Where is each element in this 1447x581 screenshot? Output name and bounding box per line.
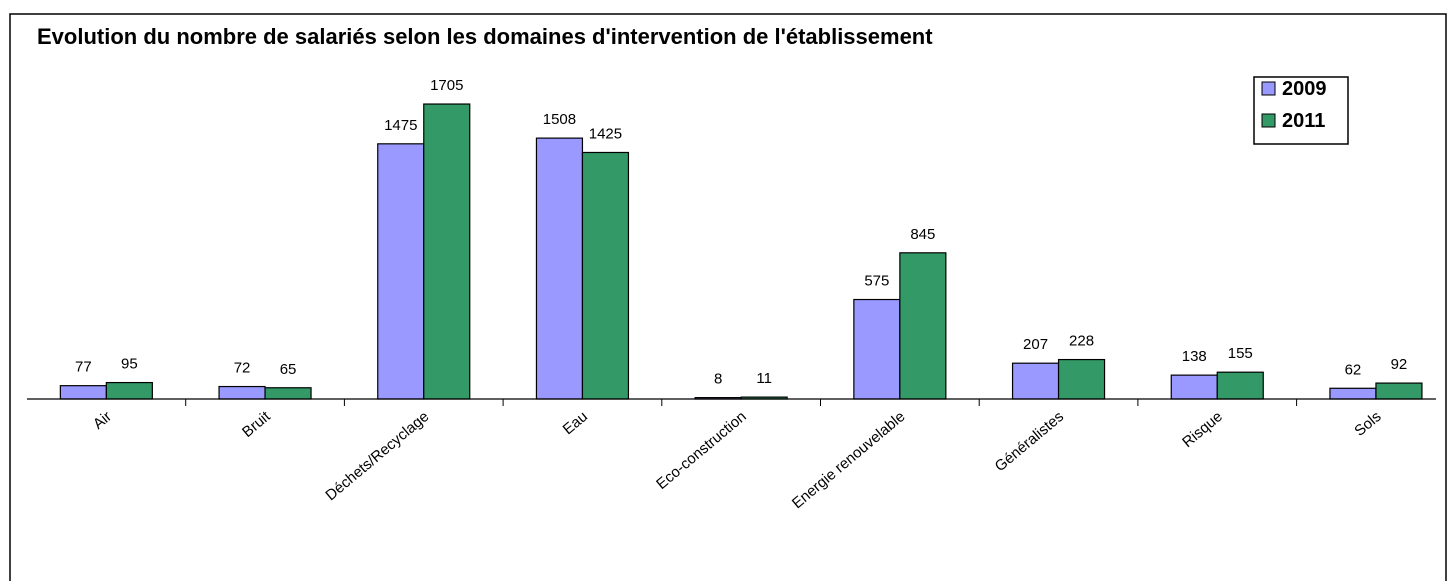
bar [105,381,153,400]
data-label: 72 [234,360,251,377]
data-label: 77 [75,359,92,376]
bar [535,137,584,400]
bar [59,385,107,400]
data-label: 575 [864,273,889,290]
chart-frame [9,13,1447,581]
data-label: 228 [1069,333,1094,350]
bar [1170,374,1218,400]
data-label: 138 [1182,348,1207,365]
chart-title: Evolution du nombre de salariés selon le… [37,24,933,49]
bar [581,151,630,400]
data-label: 65 [280,361,297,378]
data-label: 1705 [430,77,463,94]
data-label: 845 [910,226,935,243]
bar [264,387,312,400]
data-label: 8 [714,371,722,388]
bar [853,298,901,400]
data-label: 11 [756,370,772,387]
bar [1329,387,1377,400]
legend-label: 2011 [1282,110,1325,132]
bar [899,252,947,400]
bar [423,103,471,400]
data-label: 1508 [543,111,576,128]
bar [1375,382,1423,400]
legend-swatch [1261,113,1276,128]
legend-label: 2009 [1282,78,1327,100]
data-label: 92 [1391,356,1408,373]
legend-swatch [1261,81,1276,96]
data-label: 62 [1345,361,1362,378]
data-label: 1475 [384,117,417,134]
bar [1057,358,1106,400]
data-label: 95 [121,356,138,373]
data-label: 207 [1023,336,1048,353]
bar [377,143,425,400]
bar [218,385,266,400]
bar [1011,362,1060,400]
data-label: 155 [1228,345,1253,362]
data-label: 1425 [589,125,622,142]
bar [1216,371,1264,400]
